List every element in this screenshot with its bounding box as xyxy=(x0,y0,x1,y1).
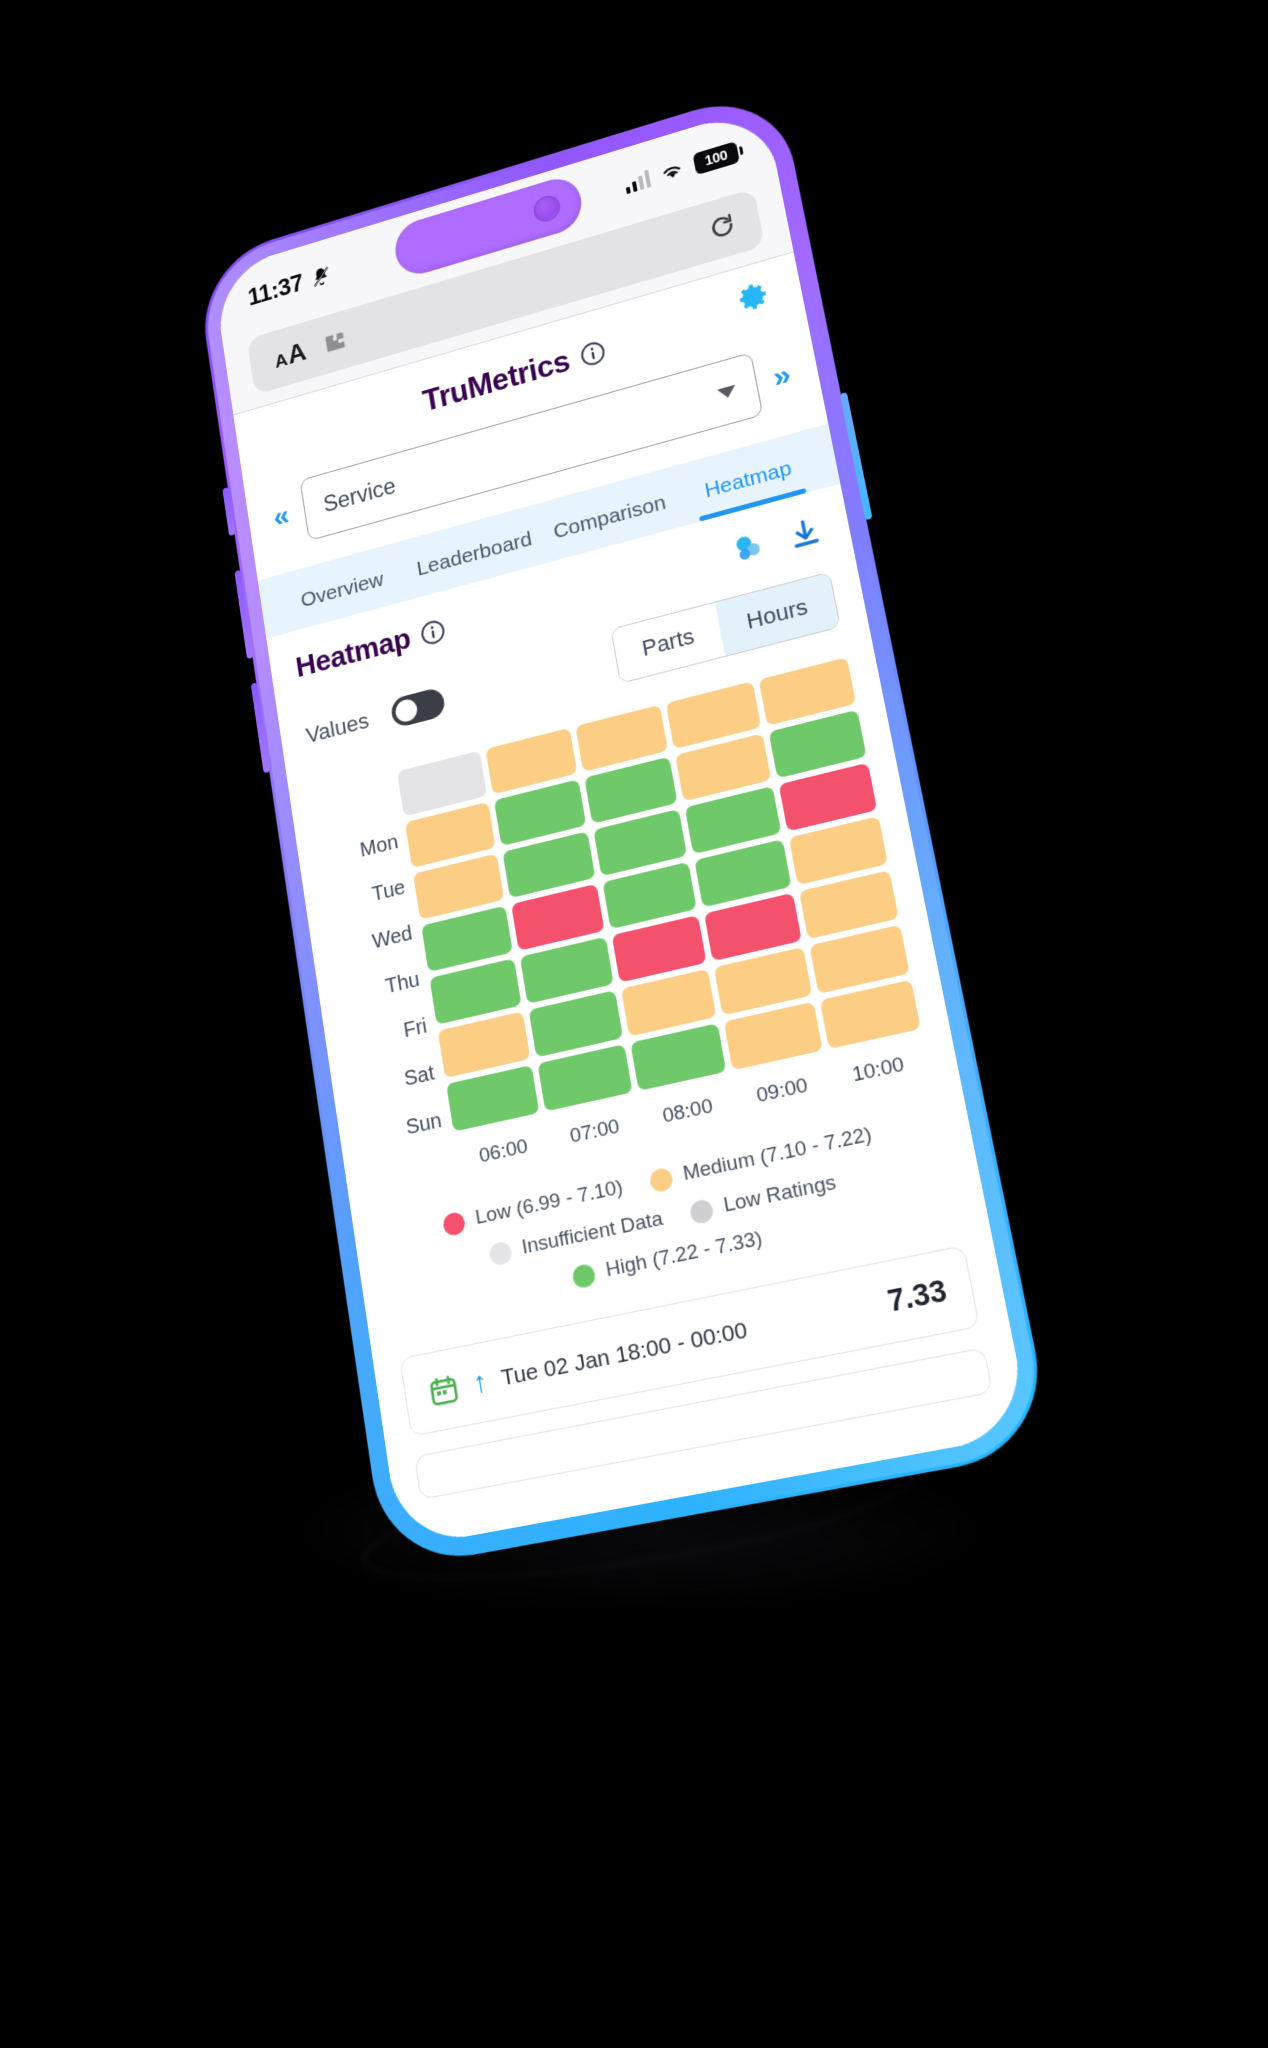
app-content: TruMetrics « Service xyxy=(233,252,1032,1549)
segment-parts[interactable]: Parts xyxy=(611,602,726,683)
heatmap-cell[interactable] xyxy=(724,1001,823,1071)
phone-mockup: 11:37 xyxy=(195,84,1056,1571)
panel-actions xyxy=(728,512,825,569)
heatmap-cell[interactable] xyxy=(446,1065,540,1132)
info-icon[interactable] xyxy=(578,338,608,369)
aa-large: A xyxy=(285,336,308,370)
info-icon[interactable] xyxy=(419,617,448,649)
legend-swatch xyxy=(487,1239,513,1267)
toggle-knob xyxy=(393,697,419,725)
panel-title: Heatmap xyxy=(293,622,413,684)
arrow-up-icon: ↑ xyxy=(470,1364,490,1400)
legend-label: Medium (7.10 - 7.22) xyxy=(681,1123,874,1186)
legend-label: Low Ratings xyxy=(721,1171,838,1218)
heatmap-cell[interactable] xyxy=(629,1023,727,1092)
selected-point-label: Tue 02 Jan 18:00 - 00:00 xyxy=(499,1316,750,1391)
phone-screen: 11:37 xyxy=(212,105,1032,1549)
download-icon[interactable] xyxy=(785,512,824,554)
chevron-down-icon[interactable] xyxy=(717,384,738,400)
battery-level-text: 100 xyxy=(703,147,729,169)
bell-muted-icon xyxy=(309,263,333,290)
cellular-signal-icon xyxy=(623,169,652,195)
service-select-value: Service xyxy=(321,472,398,517)
wifi-icon xyxy=(658,158,687,184)
reload-icon[interactable] xyxy=(705,210,740,247)
heatmap-panel: Heatmap xyxy=(266,484,1022,1505)
selected-point-value: 7.33 xyxy=(884,1273,950,1319)
chevron-double-right-icon[interactable]: » xyxy=(770,357,794,395)
values-toggle[interactable] xyxy=(389,686,447,729)
legend-swatch xyxy=(688,1197,715,1225)
panel-header: Heatmap xyxy=(294,512,825,685)
status-bar-left: 11:37 xyxy=(246,261,333,312)
calendar-icon xyxy=(426,1371,461,1409)
filter-bubbles-icon[interactable] xyxy=(728,527,769,569)
legend-swatch xyxy=(571,1262,597,1290)
segment-hours[interactable]: Hours xyxy=(715,572,840,656)
status-bar-right: 100 xyxy=(623,140,740,196)
front-camera xyxy=(531,192,563,225)
app-header: TruMetrics xyxy=(233,252,808,484)
puzzle-piece-icon[interactable] xyxy=(320,326,350,359)
status-bar-time: 11:37 xyxy=(246,269,305,311)
gear-icon[interactable] xyxy=(733,276,773,318)
values-label: Values xyxy=(304,707,371,749)
battery-indicator: 100 xyxy=(692,140,740,175)
